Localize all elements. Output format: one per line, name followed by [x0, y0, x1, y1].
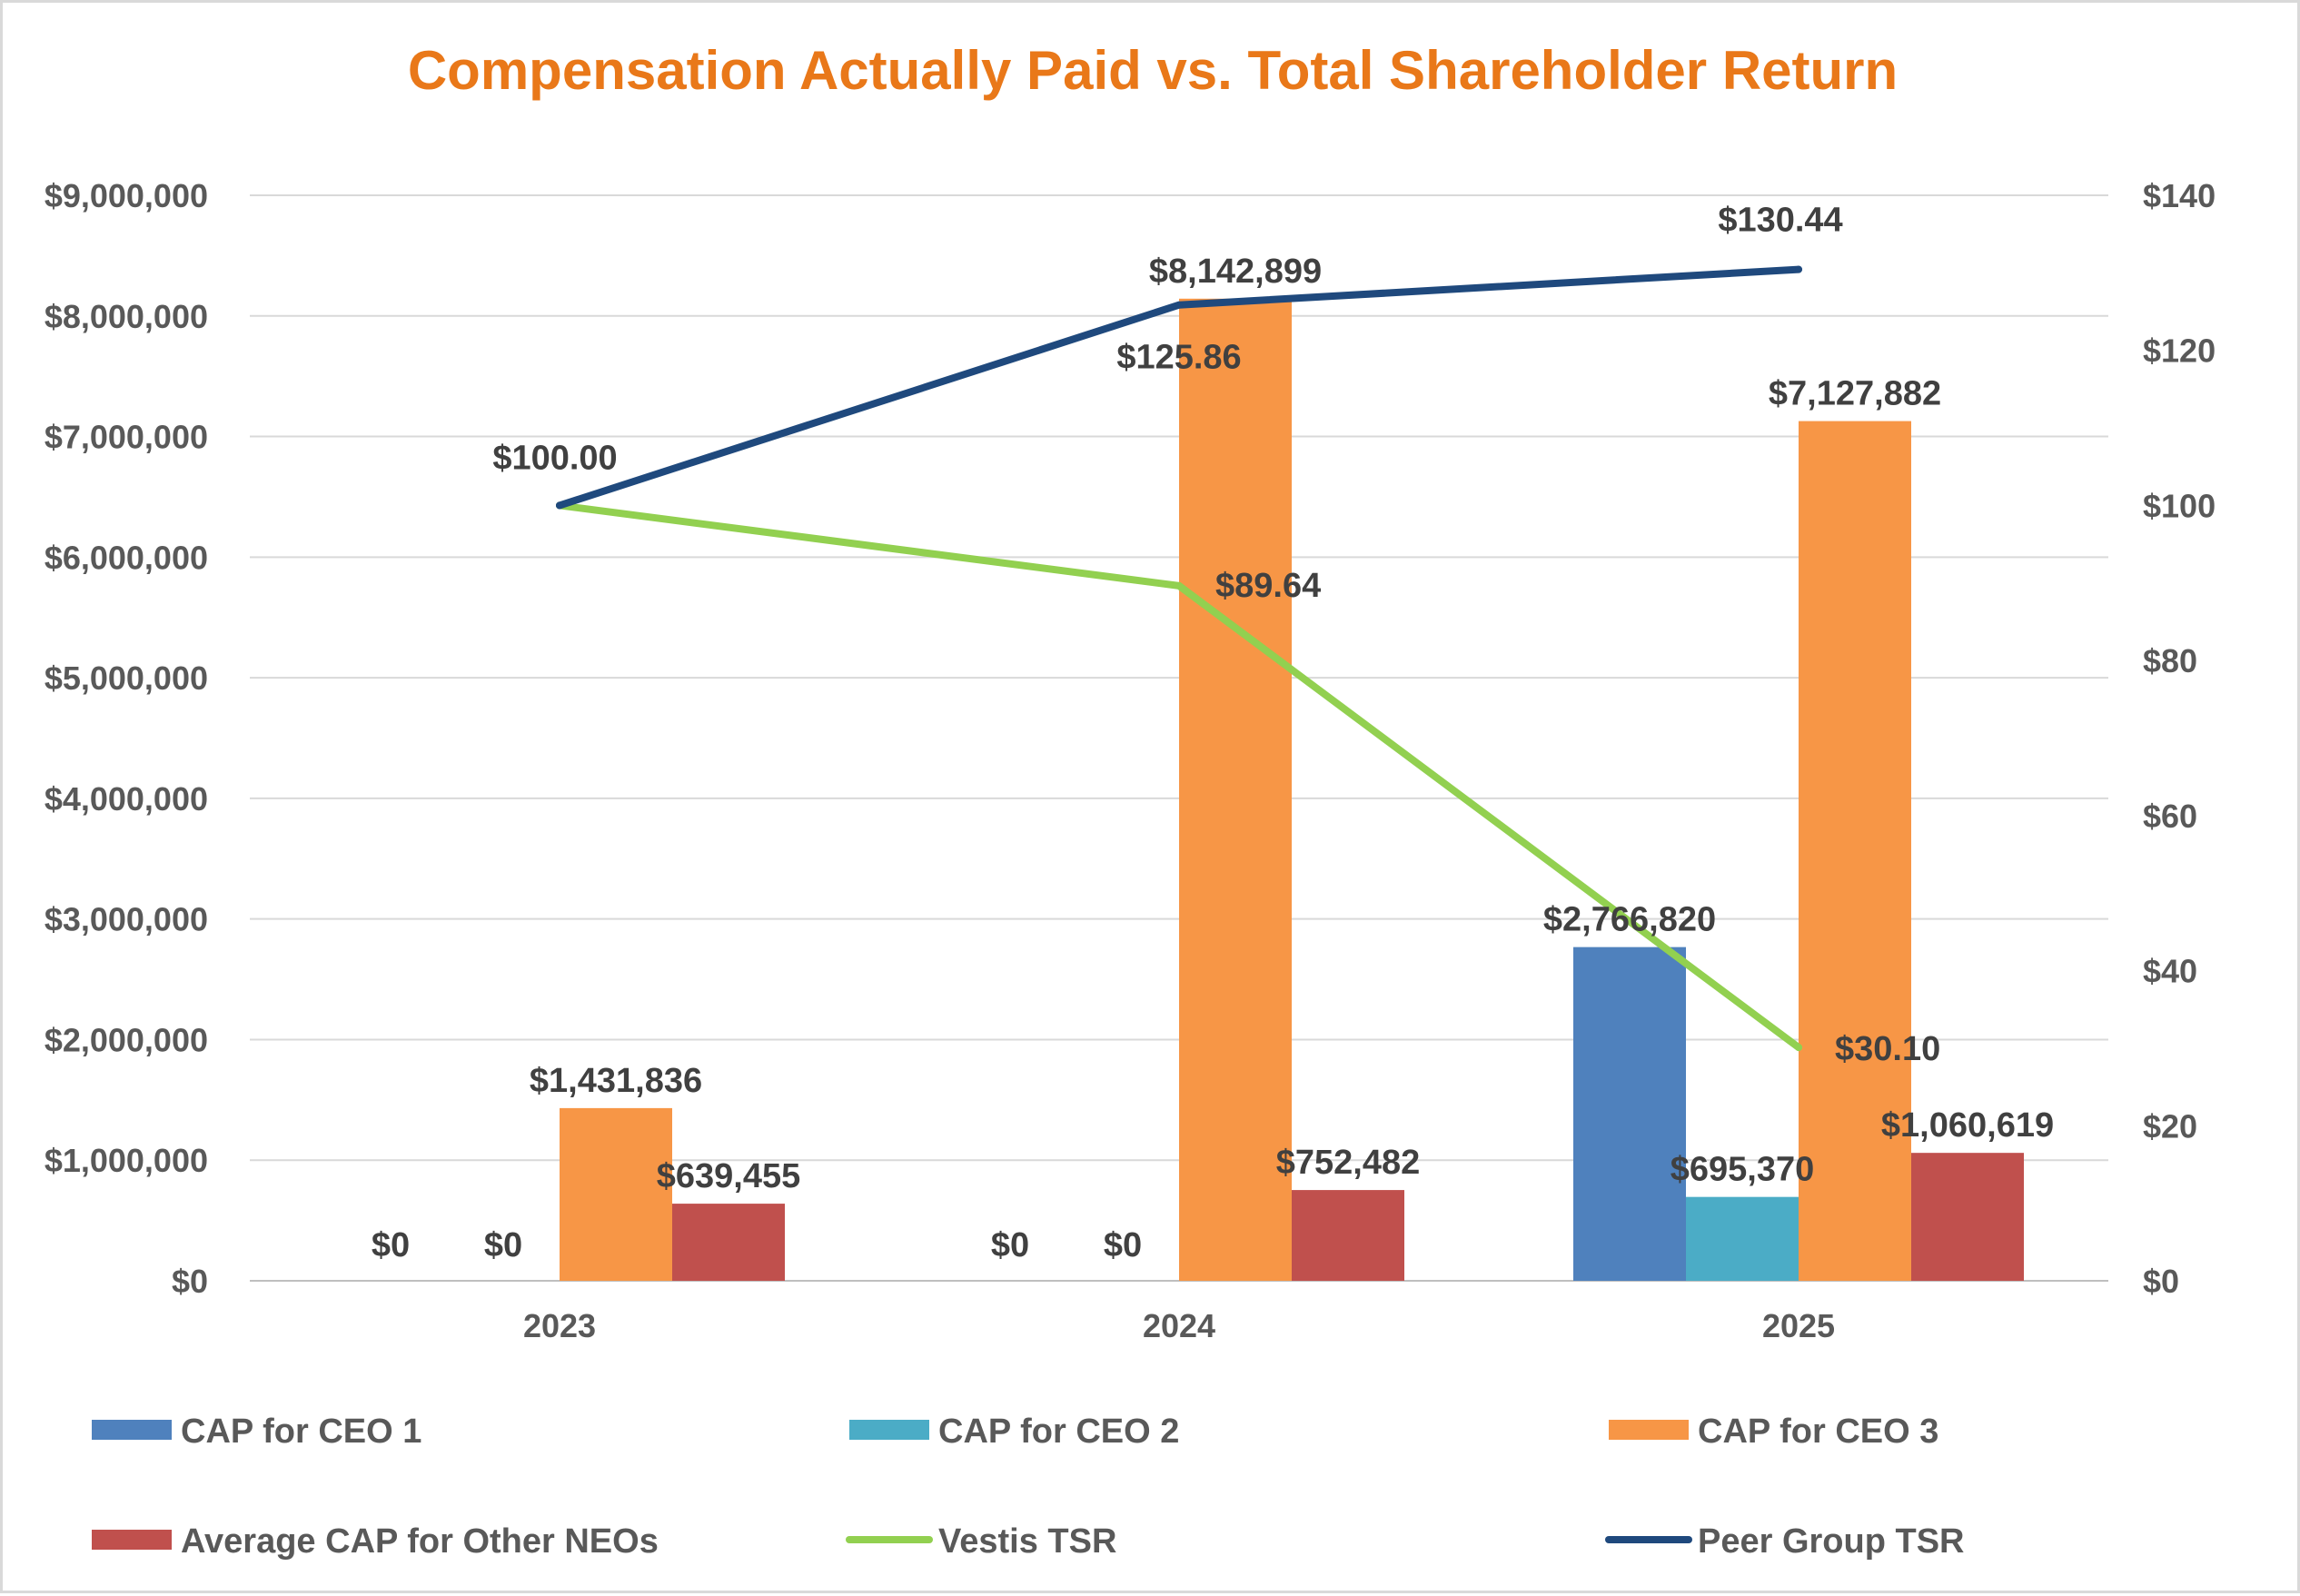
line-point [1175, 581, 1183, 590]
bar [1292, 1190, 1404, 1281]
line-point [1795, 265, 1802, 273]
bar-data-label: $0 [372, 1226, 410, 1264]
bar-data-label: $2,766,820 [1543, 901, 1716, 939]
legend-label: Vestis TSR [938, 1522, 1116, 1561]
line-data-label: $100.00 [492, 439, 617, 477]
y-right-tick-label: $0 [2143, 1263, 2179, 1300]
line-point [556, 501, 563, 510]
bar [1799, 421, 1911, 1281]
bar-data-label: $7,127,882 [1769, 375, 1941, 413]
bar [1911, 1153, 2024, 1281]
chart-canvas: Compensation Actually Paid vs. Total Sha… [45, 40, 2216, 1561]
y-right-tick-label: $100 [2143, 487, 2216, 524]
bar-data-label: $1,060,619 [1881, 1106, 2054, 1145]
bar [1573, 947, 1686, 1281]
y-right-tick-label: $140 [2143, 177, 2216, 214]
bar-data-label: $8,142,899 [1149, 253, 1322, 291]
bar [1686, 1196, 1799, 1281]
line-data-label: $89.64 [1215, 567, 1321, 605]
legend-label: Average CAP for Other NEOs [181, 1522, 659, 1561]
bar-data-label: $0 [1104, 1226, 1142, 1264]
y-left-tick-label: $0 [172, 1263, 208, 1300]
data-labels: $0 $0 $2,766,820 $0 $0 $695,370 $1,431,836 $8,1… [372, 202, 2054, 1264]
line-data-label: $30.10 [1835, 1030, 1940, 1068]
line-point [1795, 1044, 1802, 1052]
y-left-tick-label: $5,000,000 [45, 659, 208, 697]
chart-title: Compensation Actually Paid vs. Total Sha… [408, 40, 1898, 101]
x-category-label: 2024 [1143, 1307, 1215, 1344]
lines [556, 265, 1802, 1052]
line-data-label: $125.86 [1116, 339, 1241, 377]
x-category-label: 2023 [523, 1307, 596, 1344]
y-right-tick-label: $120 [2143, 332, 2216, 370]
legend-label: CAP for CEO 3 [1698, 1413, 1938, 1451]
line-point [1175, 301, 1183, 309]
y-right-tick-label: $40 [2143, 953, 2197, 990]
bar-data-label: $1,431,836 [530, 1062, 702, 1100]
bar [1179, 298, 1292, 1281]
legend-label: CAP for CEO 2 [938, 1413, 1179, 1451]
x-category-label: 2025 [1762, 1307, 1835, 1344]
y-right-tick-label: $60 [2143, 798, 2197, 835]
y-right-tick-label: $20 [2143, 1107, 2197, 1145]
bar-data-label: $752,482 [1276, 1144, 1421, 1182]
y-left-tick-label: $7,000,000 [45, 419, 208, 456]
bar-data-label: $639,455 [657, 1157, 801, 1195]
bar-data-label: $0 [484, 1226, 522, 1264]
legend-swatch [849, 1420, 929, 1440]
bars [560, 298, 2024, 1281]
y-left-tick-label: $2,000,000 [45, 1021, 208, 1058]
legend-swatch [92, 1530, 172, 1550]
legend-swatch [92, 1420, 172, 1440]
y-right-tick-label: $80 [2143, 642, 2197, 679]
legend-label: Peer Group TSR [1698, 1522, 1965, 1561]
bar [672, 1204, 785, 1281]
y-left-tick-label: $8,000,000 [45, 298, 208, 335]
y-left-tick-label: $1,000,000 [45, 1142, 208, 1179]
y-left-tick-label: $4,000,000 [45, 780, 208, 818]
bar-data-label: $0 [991, 1226, 1029, 1264]
line-data-label: $130.44 [1718, 202, 1842, 240]
legend-swatch [1609, 1420, 1689, 1440]
legend-label: CAP for CEO 1 [181, 1413, 421, 1451]
legend: CAP for CEO 1 CAP for CEO 2 CAP for CEO 3 A… [92, 1413, 1965, 1561]
axes: $0 $1,000,000 $2,000,000 $3,000,000 $4,000,0… [45, 177, 2216, 1344]
bar-data-label: $695,370 [1670, 1151, 1815, 1189]
bar [560, 1107, 672, 1281]
y-left-tick-label: $6,000,000 [45, 539, 208, 576]
y-left-tick-label: $3,000,000 [45, 901, 208, 938]
y-left-tick-label: $9,000,000 [45, 177, 208, 214]
